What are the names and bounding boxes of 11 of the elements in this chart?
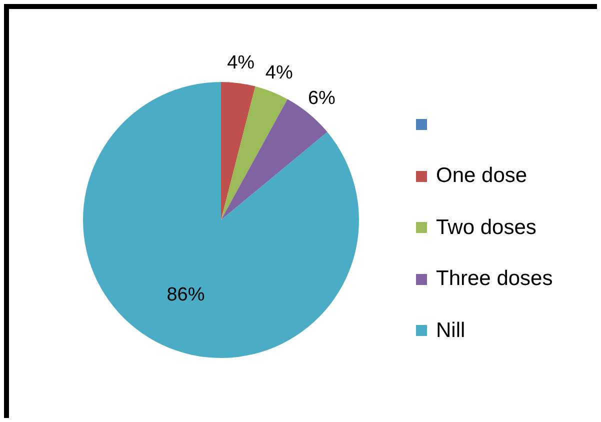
data-label: 4% <box>265 62 293 84</box>
data-label: 86% <box>166 284 205 306</box>
legend-label: Nill <box>436 318 466 343</box>
legend-label: Two doses <box>436 216 536 240</box>
pie-slice <box>83 82 359 358</box>
legend-label: One dose <box>436 164 528 188</box>
data-label: 6% <box>308 88 336 109</box>
pie-slice <box>221 82 256 220</box>
legend-label: Three doses <box>436 267 553 292</box>
data-label: 4% <box>227 52 255 74</box>
pie-slice <box>221 86 288 220</box>
